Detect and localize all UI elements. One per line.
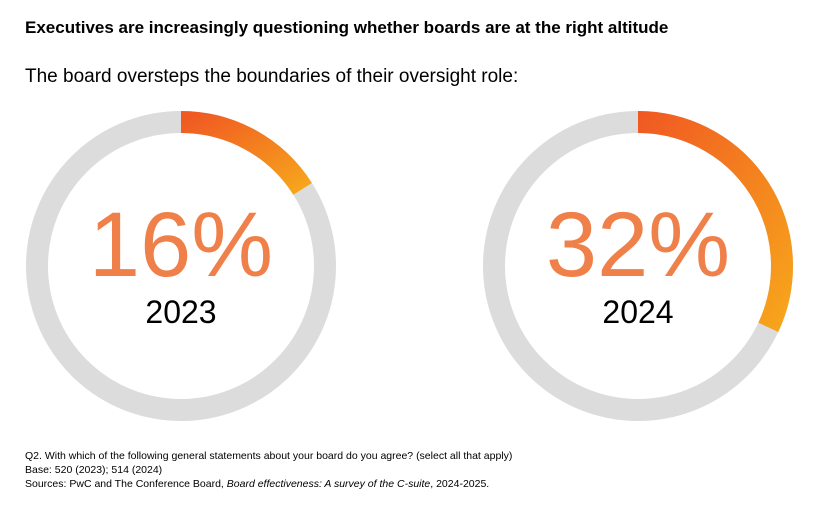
donut-arc: [637, 111, 793, 332]
source-prefix: Sources: PwC and The Conference Board,: [25, 478, 227, 490]
value-label: 32%: [546, 194, 730, 296]
note-base: Base: 520 (2023); 514 (2024): [25, 464, 162, 476]
category-label: 2024: [602, 294, 673, 330]
donut-arc: [180, 111, 312, 195]
category-label: 2023: [145, 294, 216, 330]
note-question: Q2. With which of the following general …: [25, 450, 512, 462]
source-suffix: , 2024-2025.: [430, 478, 489, 490]
note-sources: Sources: PwC and The Conference Board, B…: [25, 478, 489, 490]
title: Executives are increasingly questioning …: [25, 18, 668, 37]
subtitle: The board oversteps the boundaries of th…: [25, 66, 518, 87]
value-label: 16%: [89, 194, 273, 296]
source-title: Board effectiveness: A survey of the C-s…: [227, 478, 431, 490]
